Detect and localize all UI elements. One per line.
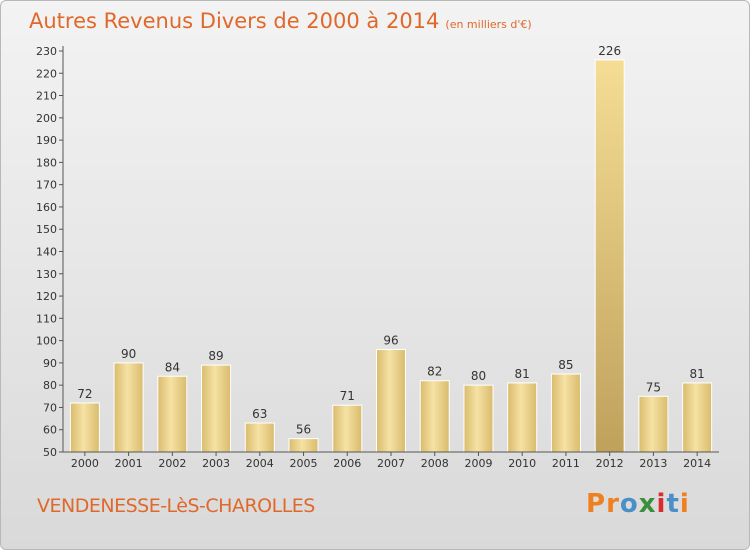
bar-2007 — [376, 349, 406, 453]
logo-letter: o — [619, 489, 639, 519]
y-tick-label: 190 — [36, 134, 57, 147]
y-tick-label: 220 — [36, 67, 57, 80]
logo-letter: r — [606, 489, 620, 519]
x-tick-label-2011: 2011 — [552, 457, 580, 470]
y-tick-label: 110 — [36, 312, 57, 325]
x-tick-label-2009: 2009 — [464, 457, 492, 470]
x-tick-label-2005: 2005 — [290, 457, 318, 470]
y-tick-label: 70 — [43, 401, 57, 414]
value-label-2005: 56 — [296, 423, 311, 437]
bar-2002 — [157, 375, 188, 453]
logo-letter: x — [638, 489, 657, 519]
y-tick-label: 160 — [36, 201, 57, 214]
y-tick-label: 140 — [36, 246, 57, 259]
logo-letter: i — [679, 489, 690, 519]
value-label-2006: 71 — [340, 389, 355, 403]
logo-letter: t — [666, 489, 680, 519]
y-tick-label: 90 — [43, 357, 57, 370]
x-tick-label-2003: 2003 — [202, 457, 230, 470]
value-label-2014: 81 — [689, 367, 704, 381]
value-labels-group: 72 90 84 89 63 56 71 96 82 80 81 85 226 75 81 — [77, 44, 705, 437]
bar-2010 — [507, 382, 538, 453]
logo-letter: P — [586, 489, 607, 519]
value-label-2004: 63 — [252, 407, 267, 421]
value-label-2001: 90 — [121, 347, 136, 361]
x-tick-label-2004: 2004 — [246, 457, 274, 470]
x-axis: 2000 2001 2002 2003 2004 2005 2006 2007 2008 2009… — [63, 451, 719, 470]
x-tick-label-2010: 2010 — [508, 457, 536, 470]
value-label-2003: 89 — [208, 349, 223, 363]
value-label-2010: 81 — [515, 367, 530, 381]
chart-title-unit: (en milliers d'€) — [445, 18, 532, 31]
chart-title-text: Autres Revenus Divers de 2000 à 2014 — [29, 9, 440, 33]
commune-name: VENDENESSE-LèS-CHAROLLES — [37, 495, 315, 517]
bar-2003 — [201, 364, 232, 453]
x-tick-label-2012: 2012 — [596, 457, 624, 470]
bar-2008 — [419, 380, 450, 453]
bars-group — [69, 59, 713, 453]
bar-2004 — [244, 422, 275, 453]
bar-2006 — [332, 404, 363, 453]
y-axis: 50 60 70 80 90 100 110 120 130 140 150 160 170 180 190… — [36, 45, 64, 459]
x-tick-label-2000: 2000 — [71, 457, 99, 470]
value-label-2002: 84 — [165, 360, 180, 374]
value-label-2012: 226 — [598, 44, 621, 58]
y-tick-label: 120 — [36, 290, 57, 303]
y-tick-label: 180 — [36, 156, 57, 169]
bar-2011 — [550, 373, 581, 453]
y-tick-label: 80 — [43, 379, 57, 392]
bar-2013 — [638, 395, 669, 453]
value-label-2000: 72 — [77, 387, 92, 401]
chart-title: Autres Revenus Divers de 2000 à 2014 (en … — [29, 9, 532, 33]
value-label-2009: 80 — [471, 369, 486, 383]
bar-2014 — [682, 382, 713, 453]
y-tick-label: 100 — [36, 335, 57, 348]
y-tick-label: 150 — [36, 223, 57, 236]
x-tick-label-2008: 2008 — [421, 457, 449, 470]
x-tick-label-2001: 2001 — [115, 457, 143, 470]
logo-letter: i — [656, 489, 667, 519]
bar-2000 — [69, 402, 100, 453]
y-tick-label: 200 — [36, 112, 57, 125]
bar-2012 — [594, 59, 625, 453]
value-label-2011: 85 — [558, 358, 573, 372]
x-tick-label-2007: 2007 — [377, 457, 405, 470]
x-tick-label-2002: 2002 — [158, 457, 186, 470]
y-tick-label: 130 — [36, 268, 57, 281]
bar-2009 — [463, 384, 494, 453]
bar-2001 — [113, 362, 144, 453]
bar-2005 — [288, 438, 319, 453]
value-label-2008: 82 — [427, 365, 442, 379]
x-tick-label-2006: 2006 — [333, 457, 361, 470]
y-tick-label: 210 — [36, 90, 57, 103]
y-tick-label: 50 — [43, 446, 57, 459]
proxiti-logo: Proxiti — [586, 489, 690, 519]
value-label-2013: 75 — [646, 380, 661, 394]
y-tick-label: 60 — [43, 424, 57, 437]
y-tick-label: 170 — [36, 179, 57, 192]
x-tick-label-2014: 2014 — [683, 457, 711, 470]
x-tick-label-2013: 2013 — [639, 457, 667, 470]
value-label-2007: 96 — [383, 334, 398, 348]
y-tick-label: 230 — [36, 45, 57, 58]
